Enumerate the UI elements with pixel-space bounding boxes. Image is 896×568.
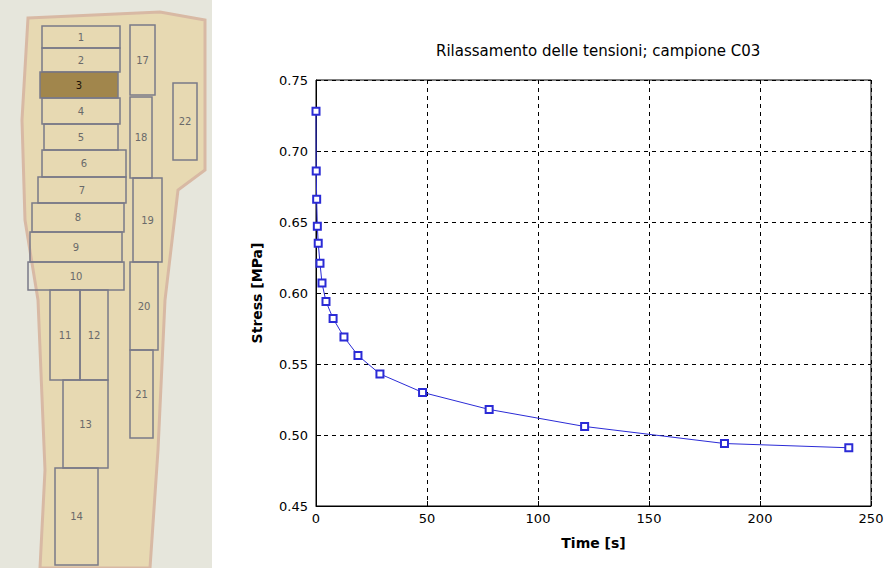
- svg-text:200: 200: [748, 511, 773, 526]
- svg-text:17: 17: [136, 55, 149, 66]
- svg-text:0.50: 0.50: [279, 428, 308, 443]
- svg-text:5: 5: [78, 132, 84, 143]
- svg-text:0.65: 0.65: [279, 215, 308, 230]
- svg-text:20: 20: [138, 301, 151, 312]
- svg-text:13: 13: [79, 419, 92, 430]
- svg-text:8: 8: [75, 212, 81, 223]
- svg-text:0: 0: [312, 511, 320, 526]
- svg-text:11: 11: [59, 330, 72, 341]
- svg-text:3: 3: [76, 80, 82, 91]
- svg-text:100: 100: [526, 511, 551, 526]
- svg-text:0.55: 0.55: [279, 357, 308, 372]
- svg-text:1: 1: [78, 32, 84, 43]
- svg-text:21: 21: [135, 389, 148, 400]
- svg-text:50: 50: [419, 511, 436, 526]
- svg-text:22: 22: [179, 116, 192, 127]
- svg-text:Rilassamento delle tensioni; c: Rilassamento delle tensioni; campione C0…: [436, 42, 760, 60]
- svg-text:19: 19: [141, 215, 154, 226]
- svg-text:9: 9: [73, 242, 79, 253]
- svg-text:4: 4: [78, 106, 84, 117]
- svg-text:150: 150: [637, 511, 662, 526]
- svg-text:Stress [MPa]: Stress [MPa]: [249, 243, 265, 344]
- svg-text:12: 12: [88, 330, 101, 341]
- svg-text:18: 18: [135, 132, 148, 143]
- svg-text:0.45: 0.45: [279, 499, 308, 514]
- svg-text:14: 14: [70, 511, 83, 522]
- svg-text:7: 7: [79, 185, 85, 196]
- svg-text:0.70: 0.70: [279, 144, 308, 159]
- svg-text:0.60: 0.60: [279, 286, 308, 301]
- svg-text:0.75: 0.75: [279, 73, 308, 88]
- svg-text:10: 10: [70, 271, 83, 282]
- svg-text:250: 250: [859, 511, 884, 526]
- svg-text:6: 6: [81, 158, 87, 169]
- svg-text:Time [s]: Time [s]: [561, 535, 625, 551]
- svg-text:2: 2: [78, 55, 84, 66]
